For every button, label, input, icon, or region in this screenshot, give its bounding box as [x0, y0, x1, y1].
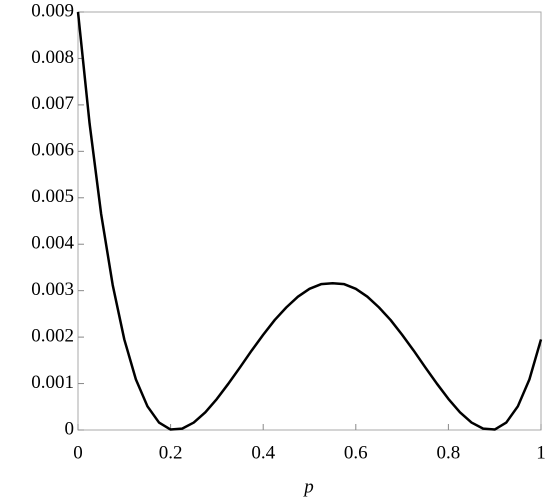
y-tick-label: 0.005 — [31, 186, 74, 207]
x-tick-label: 0.6 — [344, 442, 368, 463]
x-tick-label: 0 — [73, 442, 83, 463]
y-tick-label: 0.006 — [31, 140, 74, 161]
y-tick-label: 0.007 — [31, 93, 74, 114]
y-tick-label: 0.008 — [31, 47, 74, 68]
x-tick-label: 1 — [536, 442, 546, 463]
curve — [76, 11, 543, 431]
x-axis-label: p — [302, 476, 314, 497]
x-tick-label: 0.2 — [159, 442, 183, 463]
x-tick-label: 0.8 — [437, 442, 461, 463]
y-tick-label: 0.004 — [31, 233, 74, 254]
y-tick-label: 0.001 — [31, 372, 74, 393]
y-tick-label: 0.002 — [31, 325, 74, 346]
y-tick-label: 0 — [65, 418, 75, 439]
plot-frame — [77, 11, 542, 431]
y-tick-label: 0.003 — [31, 279, 74, 300]
x-tick-label: 0.4 — [251, 442, 275, 463]
y-tick-label: 0.009 — [31, 0, 74, 21]
